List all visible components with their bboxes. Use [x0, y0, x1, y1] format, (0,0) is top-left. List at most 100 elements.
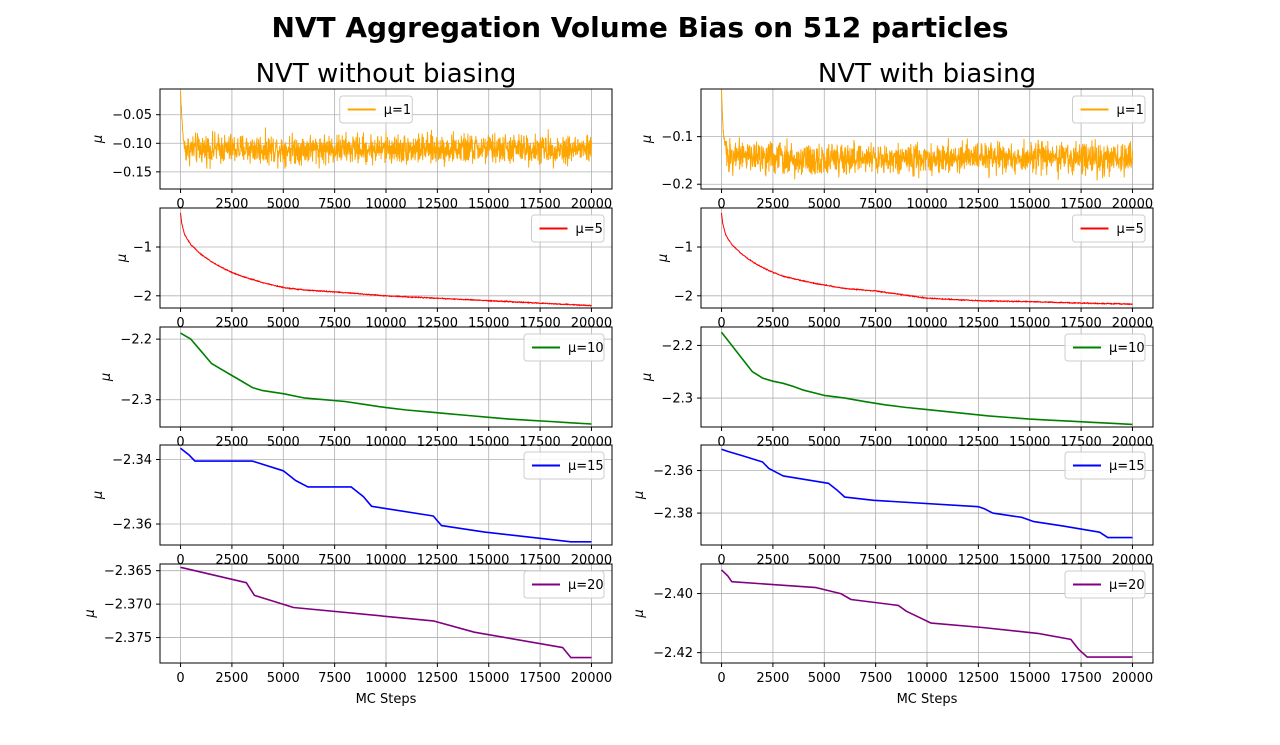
x-tick-label: 0: [176, 553, 184, 568]
x-tick-label: 7500: [318, 671, 351, 686]
x-tick-label: 7500: [859, 435, 892, 450]
y-tick-label: −2.370: [104, 598, 152, 613]
series-line: [721, 212, 1133, 306]
y-tick-label: −2.3: [661, 392, 693, 407]
y-tick-label: −0.05: [112, 108, 152, 123]
y-tick-label: −1: [133, 241, 152, 256]
x-tick-label: 17500: [519, 435, 560, 450]
y-tick-label: −1: [674, 241, 693, 256]
x-tick-label: 7500: [318, 435, 351, 450]
legend-label: μ=10: [1109, 341, 1145, 356]
legend-label: μ=1: [384, 103, 411, 118]
legend-label: μ=15: [1109, 459, 1145, 474]
column-title-right: NVT with biasing: [818, 59, 1036, 89]
y-tick-label: −0.15: [112, 165, 152, 180]
x-tick-label: 0: [717, 553, 725, 568]
x-tick-label: 17500: [1060, 671, 1101, 686]
x-tick-label: 15000: [1009, 435, 1050, 450]
x-tick-label: 15000: [468, 671, 509, 686]
x-tick-label: 0: [717, 197, 725, 212]
legend-box: [523, 333, 605, 362]
x-tick-label: 2500: [215, 435, 248, 450]
y-tick-label: −2.38: [653, 507, 693, 522]
series-line: [180, 566, 592, 659]
y-tick-label: −2: [674, 289, 693, 304]
x-tick-label: 12500: [417, 435, 458, 450]
x-tick-label: 5000: [808, 435, 841, 450]
y-axis-label: μ: [99, 373, 114, 382]
x-axis-label: MC Steps: [356, 692, 417, 707]
y-tick-label: −2.34: [112, 453, 152, 468]
x-tick-label: 2500: [756, 671, 789, 686]
subplot-5: 0 2500 5000 7500 10000 12500 15000 17500 20000−0…: [640, 88, 1154, 212]
subplot-8: 0 2500 5000 7500 10000 12500 15000 17500 20000−2…: [632, 444, 1154, 568]
x-tick-label: 2500: [756, 435, 789, 450]
legend: μ=15: [523, 451, 605, 480]
x-tick-label: 10000: [906, 435, 947, 450]
y-axis-label: μ: [115, 254, 130, 263]
legend: μ=15: [1064, 451, 1146, 480]
legend-label: μ=10: [568, 341, 604, 356]
series-line: [720, 569, 1133, 658]
y-tick-label: −2.36: [112, 518, 152, 533]
y-axis-label: μ: [640, 373, 655, 382]
figure-title: NVT Aggregation Volume Bias on 512 parti…: [271, 11, 1008, 44]
legend-box: [1064, 451, 1146, 480]
subplot-7: 0 2500 5000 7500 10000 12500 15000 17500 20000 −2…: [640, 326, 1154, 450]
subplot-9: 0 2500 5000 7500 10000 12500 15000 17500 20000 −2…: [632, 563, 1154, 707]
y-tick-label: −0.1: [661, 130, 693, 145]
legend-box: [1072, 214, 1146, 243]
x-tick-label: 15000: [468, 435, 509, 450]
subplot-4: 0 2500 5000 7500 10000 12500 15000 17500 20000 −2…: [83, 563, 613, 707]
y-axis-label: μ: [83, 609, 98, 618]
y-axis-label: μ: [91, 491, 106, 500]
y-tick-label: −2: [133, 289, 152, 304]
x-tick-label: 12500: [417, 671, 458, 686]
y-tick-label: −2.2: [661, 339, 693, 354]
legend-label: μ=15: [568, 459, 604, 474]
x-tick-label: 5000: [808, 671, 841, 686]
y-tick-label: −2.42: [653, 646, 693, 661]
y-axis-label: μ: [632, 491, 647, 500]
series-line: [721, 448, 1133, 539]
x-tick-label: 0: [176, 316, 184, 331]
x-tick-label: 17500: [1060, 435, 1101, 450]
x-tick-label: 20000: [571, 435, 612, 450]
x-tick-label: 12500: [958, 671, 999, 686]
legend: μ=20: [1064, 570, 1146, 599]
legend: μ=5: [1072, 214, 1146, 243]
x-tick-label: 2500: [215, 671, 248, 686]
x-tick-label: 0: [176, 435, 184, 450]
x-tick-label: 12500: [958, 435, 999, 450]
legend: μ=1: [1072, 95, 1146, 124]
legend-label: μ=20: [568, 578, 604, 593]
x-axis-label: MC Steps: [897, 692, 958, 707]
y-tick-label: −2.365: [104, 564, 152, 579]
series-line: [180, 447, 592, 543]
x-tick-label: 0: [717, 671, 725, 686]
series-line: [721, 89, 1133, 181]
y-tick-label: −2.3: [120, 393, 152, 408]
y-axis-label: μ: [656, 254, 671, 263]
legend-label: μ=1: [1117, 103, 1144, 118]
legend: μ=1: [339, 95, 413, 124]
legend: μ=20: [523, 570, 605, 599]
y-tick-label: −2.2: [120, 333, 152, 348]
y-tick-label: −2.40: [653, 587, 693, 602]
series-line: [180, 212, 592, 307]
legend-box: [1064, 570, 1146, 599]
x-tick-label: 10000: [365, 435, 406, 450]
legend-label: μ=5: [576, 222, 603, 237]
legend-box: [339, 95, 413, 124]
legend-box: [1064, 333, 1146, 362]
series-line: [180, 332, 592, 425]
legend-box: [531, 214, 605, 243]
x-tick-label: 20000: [1112, 671, 1153, 686]
x-tick-label: 20000: [571, 671, 612, 686]
legend-label: μ=20: [1109, 578, 1145, 593]
x-tick-label: 0: [176, 671, 184, 686]
y-tick-label: −0.10: [112, 137, 152, 152]
legend-label: μ=5: [1117, 222, 1144, 237]
